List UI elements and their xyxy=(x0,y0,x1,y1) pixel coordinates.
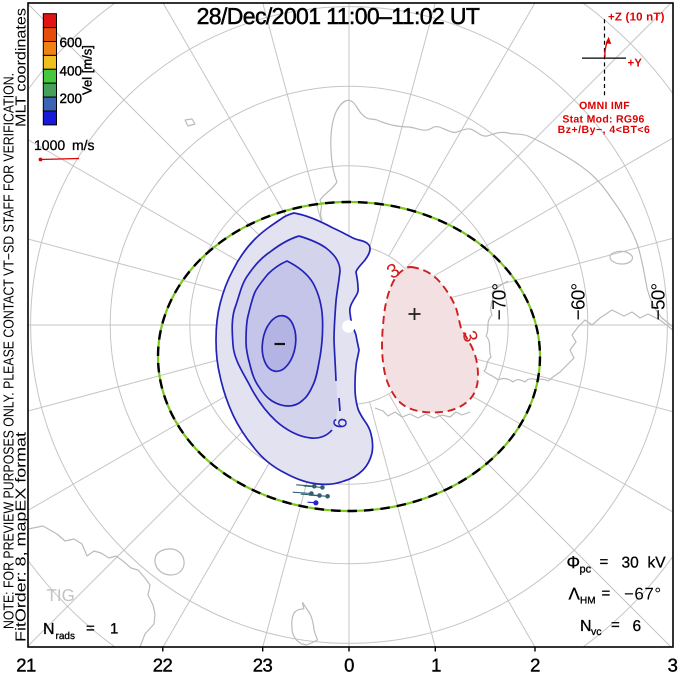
svg-text:−60°: −60° xyxy=(569,283,590,320)
svg-text:21: 21 xyxy=(16,655,36,675)
svg-text:−70°: −70° xyxy=(490,283,511,320)
svg-text:vc: vc xyxy=(591,626,602,638)
svg-text:1: 1 xyxy=(110,621,118,638)
svg-text:−50°: −50° xyxy=(649,283,670,320)
svg-text:1: 1 xyxy=(431,655,441,675)
svg-text:400: 400 xyxy=(60,64,83,79)
svg-text:=: = xyxy=(600,554,609,571)
svg-text:MLT coordinates: MLT coordinates xyxy=(14,8,30,127)
svg-text:+Z (10 nT): +Z (10 nT) xyxy=(608,11,665,23)
svg-text:3: 3 xyxy=(668,655,678,675)
svg-text:=: = xyxy=(602,585,611,602)
svg-text:3: 3 xyxy=(457,328,481,344)
svg-text:23: 23 xyxy=(253,655,273,675)
svg-text:30: 30 xyxy=(622,555,640,572)
svg-text:22: 22 xyxy=(153,655,173,675)
svg-text:6: 6 xyxy=(633,618,642,635)
svg-text:kV: kV xyxy=(648,555,667,572)
svg-text:N: N xyxy=(43,621,55,638)
svg-text:rads: rads xyxy=(56,631,75,642)
svg-text:NOTE: FOR PREVIEW PURPOSES ONL: NOTE: FOR PREVIEW PURPOSES ONLY. PLEASE … xyxy=(2,73,18,629)
svg-text:m/s: m/s xyxy=(72,137,95,153)
svg-text:pc: pc xyxy=(580,564,592,576)
svg-text:Vel [m/s]: Vel [m/s] xyxy=(80,45,95,95)
svg-text:1000: 1000 xyxy=(34,137,65,153)
svg-text:0: 0 xyxy=(344,655,354,675)
svg-text:28/Dec/2001 11:00–11:02 UT: 28/Dec/2001 11:00–11:02 UT xyxy=(197,3,480,29)
svg-text:6: 6 xyxy=(330,417,352,429)
svg-text:200: 200 xyxy=(60,91,83,106)
svg-text:Λ: Λ xyxy=(569,585,581,604)
svg-text:=: = xyxy=(611,617,620,634)
svg-text:−67°: −67° xyxy=(624,585,662,604)
svg-text:TIG: TIG xyxy=(47,586,75,605)
svg-text:Φ: Φ xyxy=(567,553,581,572)
svg-text:Bz+/By−, 4<BT<6: Bz+/By−, 4<BT<6 xyxy=(558,124,651,136)
svg-text:OMNI IMF: OMNI IMF xyxy=(579,100,630,112)
svg-text:Stat Mod: RG96: Stat Mod: RG96 xyxy=(562,113,644,125)
svg-text:=: = xyxy=(86,620,95,637)
svg-text:HM: HM xyxy=(580,596,596,607)
svg-text:2: 2 xyxy=(530,655,540,675)
svg-text:FitOrder: 8, mapEX format: FitOrder: 8, mapEX format xyxy=(14,432,30,642)
svg-text:600: 600 xyxy=(60,35,83,50)
svg-text:N: N xyxy=(580,618,592,635)
svg-text:+Y: +Y xyxy=(628,57,643,69)
